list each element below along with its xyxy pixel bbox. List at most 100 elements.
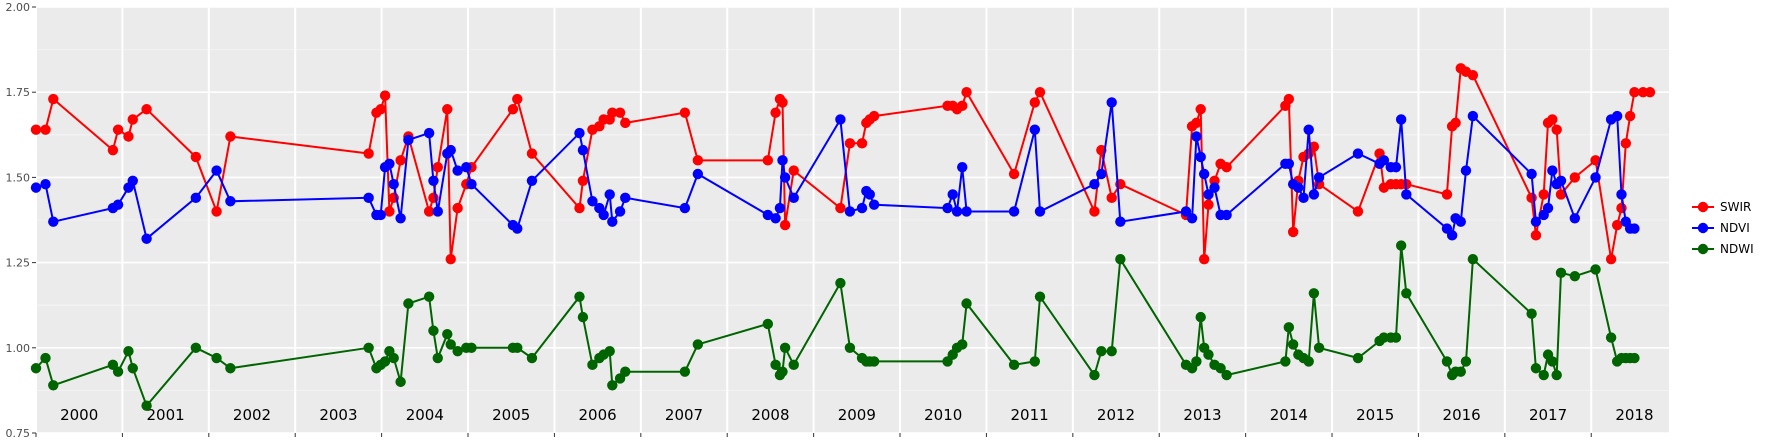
year-label: 2002 <box>233 406 271 424</box>
data-point-ndvi <box>835 114 846 125</box>
data-point-ndvi <box>1352 148 1364 159</box>
y-tick-label: 1.50 <box>6 171 31 184</box>
data-point-swir <box>1034 87 1046 98</box>
data-point-swir <box>1569 172 1581 183</box>
data-point-ndvi <box>1303 124 1314 135</box>
data-point-ndvi <box>1115 216 1126 227</box>
data-point-swir <box>1089 206 1100 217</box>
data-point-ndwi <box>127 363 138 374</box>
data-point-ndwi <box>141 400 152 411</box>
data-point-swir <box>375 104 386 115</box>
data-point-swir <box>1191 117 1202 129</box>
data-point-ndvi <box>1186 213 1198 224</box>
data-point-ndvi <box>1460 165 1472 176</box>
data-point-ndwi <box>1029 356 1041 367</box>
data-point-swir <box>445 253 456 265</box>
data-point-swir <box>770 107 781 118</box>
data-point-ndwi <box>1526 308 1537 319</box>
data-point-swir <box>225 131 236 142</box>
data-point-ndvi <box>607 216 618 227</box>
data-point-ndwi <box>190 342 202 353</box>
y-tick-label: 1.25 <box>6 257 31 270</box>
data-point-ndwi <box>574 291 585 302</box>
data-point-swir <box>620 117 631 129</box>
data-point-swir <box>1198 253 1210 265</box>
data-point-ndvi <box>127 175 138 187</box>
data-point-ndwi <box>1551 369 1562 381</box>
data-point-swir <box>835 202 846 214</box>
data-point-ndvi <box>1293 182 1304 193</box>
data-point-ndvi <box>141 233 152 244</box>
y-tick-label: 2.00 <box>6 1 31 14</box>
data-point-ndvi <box>423 127 435 139</box>
data-point-ndwi <box>620 366 631 377</box>
data-point-ndwi <box>1203 349 1214 360</box>
data-point-swir <box>1624 110 1636 122</box>
data-point-swir <box>1530 230 1542 241</box>
data-point-ndvi <box>864 189 875 200</box>
data-point-ndwi <box>225 363 236 374</box>
data-point-swir <box>1526 192 1537 204</box>
data-point-ndvi <box>445 144 456 156</box>
data-point-ndwi <box>512 342 523 353</box>
data-point-ndwi <box>1096 346 1107 357</box>
data-point-ndwi <box>788 359 799 371</box>
data-point-ndvi <box>762 209 774 221</box>
legend-label: SWIR <box>1720 200 1751 214</box>
data-point-swir <box>1029 97 1041 108</box>
data-point-ndvi <box>1313 172 1325 183</box>
data-point-ndvi <box>1569 213 1581 224</box>
data-point-ndwi <box>40 352 51 364</box>
data-point-ndwi <box>445 339 456 350</box>
data-point-ndwi <box>961 298 972 309</box>
year-label: 2003 <box>319 406 357 424</box>
data-point-ndwi <box>692 339 704 350</box>
y-tick-label: 1.75 <box>6 86 31 99</box>
data-point-ndvi <box>1390 161 1402 173</box>
data-point-ndvi <box>384 158 395 169</box>
data-point-ndvi <box>1590 172 1601 183</box>
data-point-ndwi <box>1191 356 1202 367</box>
year-label: 2000 <box>60 406 98 424</box>
data-point-ndvi <box>1455 216 1466 227</box>
legend: SWIR NDVI NDWI <box>1692 200 1754 256</box>
data-point-ndvi <box>48 216 59 227</box>
data-point-ndvi <box>1542 202 1554 214</box>
data-point-ndvi <box>190 192 202 204</box>
year-label: 2004 <box>406 406 444 424</box>
year-label: 2014 <box>1270 406 1308 424</box>
data-point-ndwi <box>48 380 59 391</box>
data-point-ndwi <box>1555 267 1567 279</box>
data-point-ndvi <box>604 189 615 200</box>
year-label: 2006 <box>579 406 617 424</box>
data-point-ndvi <box>1209 182 1220 193</box>
data-point-ndvi <box>428 175 439 187</box>
data-point-swir <box>1547 114 1558 125</box>
data-point-ndvi <box>225 196 236 207</box>
data-point-swir <box>112 124 124 135</box>
data-point-ndwi <box>1530 363 1542 374</box>
data-point-ndvi <box>1089 179 1100 190</box>
data-point-swir <box>957 100 968 112</box>
legend-label: NDWI <box>1720 242 1754 256</box>
data-point-ndwi <box>1280 356 1291 367</box>
series-layer <box>30 63 1656 411</box>
data-point-ndvi <box>526 175 538 187</box>
data-point-ndvi <box>1611 110 1623 122</box>
data-point-swir <box>574 202 585 214</box>
year-label: 2010 <box>924 406 962 424</box>
data-point-ndvi <box>574 127 585 139</box>
data-point-swir <box>127 114 138 125</box>
data-point-ndwi <box>432 352 443 364</box>
data-point-ndwi <box>957 339 968 350</box>
data-point-ndvi <box>856 202 868 214</box>
data-point-swir <box>30 124 42 135</box>
data-point-swir <box>1605 253 1617 265</box>
data-point-swir <box>512 93 523 105</box>
data-point-swir <box>141 104 152 115</box>
data-point-swir <box>607 107 618 118</box>
year-label: 2001 <box>147 406 185 424</box>
data-point-ndvi <box>777 155 788 166</box>
data-point-ndvi <box>403 134 414 146</box>
data-point-ndvi <box>1530 216 1542 227</box>
